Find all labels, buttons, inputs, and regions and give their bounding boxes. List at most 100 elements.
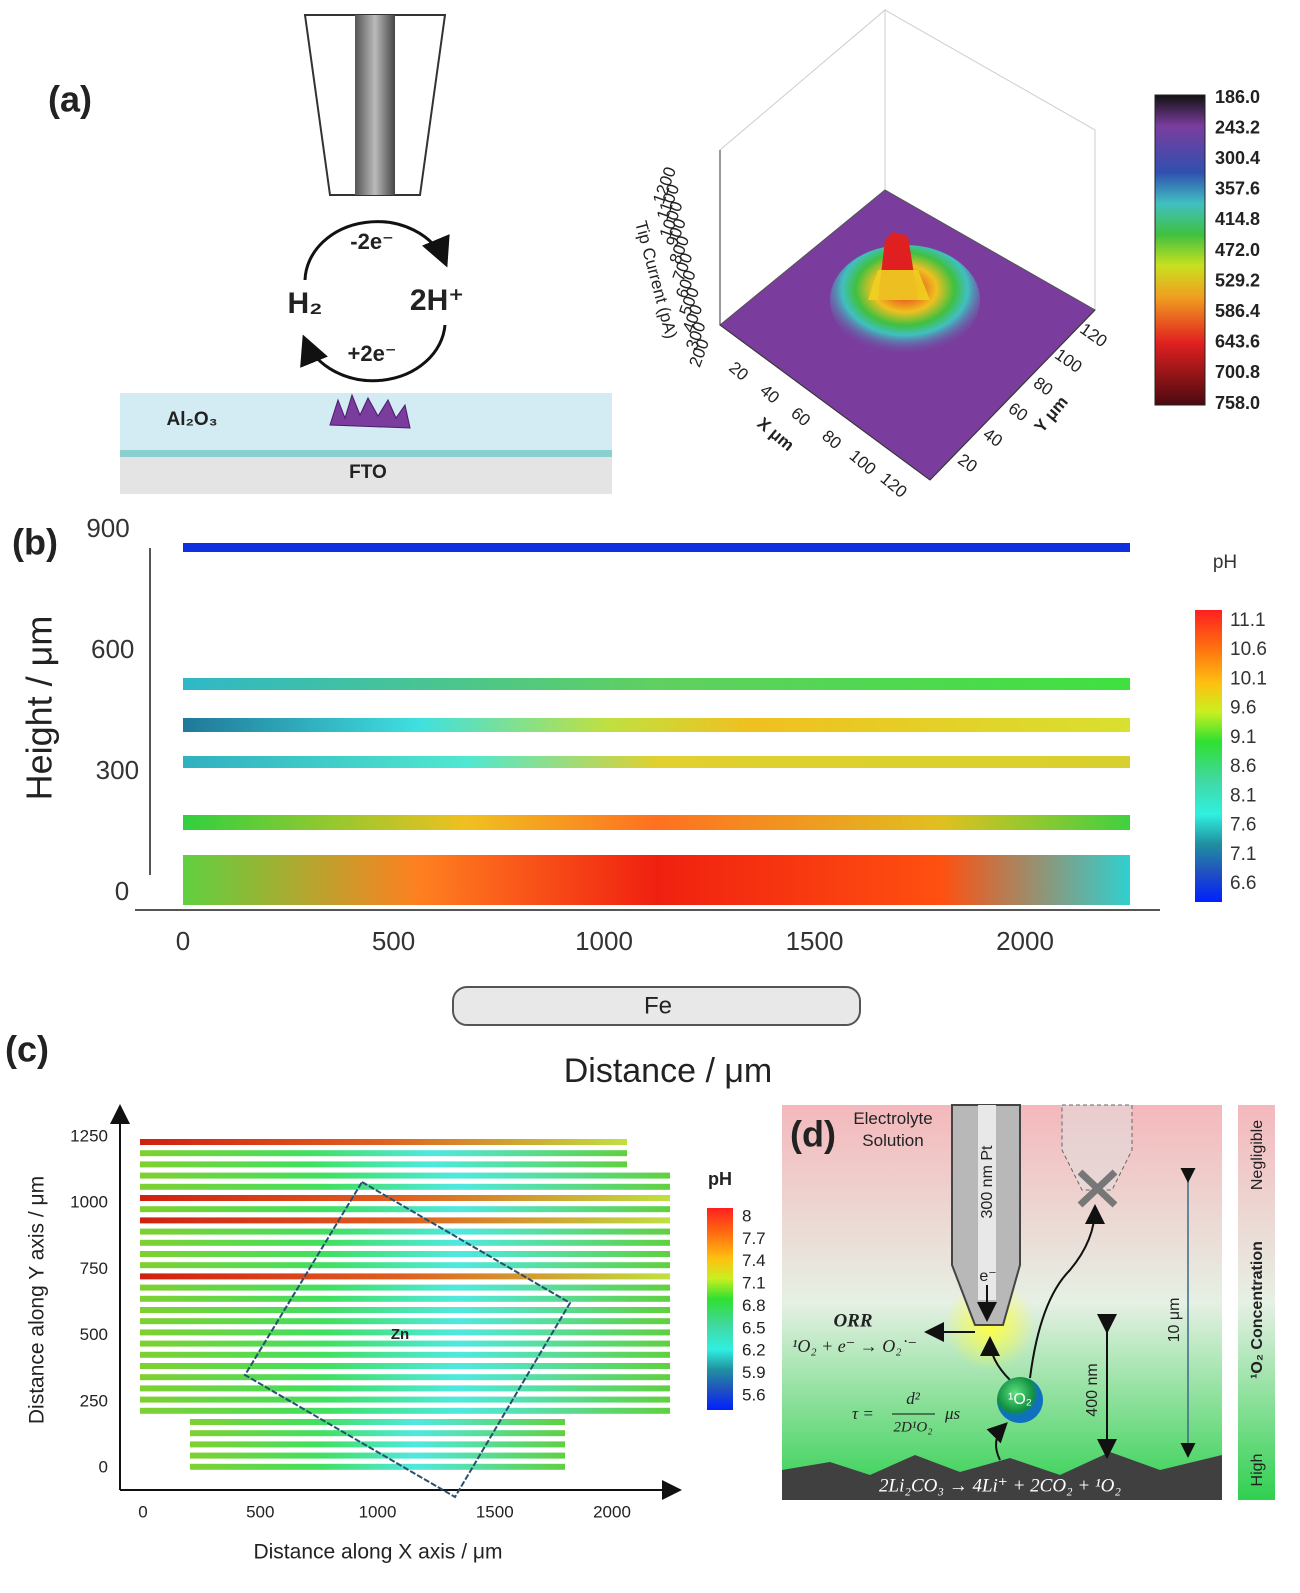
colorbar-tick-label: 6.2	[742, 1341, 766, 1360]
stripe	[140, 1385, 670, 1392]
fto-layer	[120, 457, 612, 494]
near-distance: 400 nm	[1084, 1363, 1101, 1416]
x-tick-label: 2000	[996, 926, 1054, 956]
y-tick-label: 600	[91, 634, 134, 664]
species-label: ¹O₂	[1008, 1391, 1032, 1408]
stripe	[140, 1217, 670, 1224]
colorbar-tick-label: 6.8	[742, 1296, 766, 1315]
far-distance: 10 μm	[1166, 1298, 1183, 1343]
cross	[1077, 1169, 1118, 1208]
stripe	[140, 1206, 670, 1213]
layer-label: Al₂O₃	[166, 409, 217, 430]
sample-label: Fe	[644, 992, 672, 1019]
stripe	[140, 1284, 670, 1291]
lifetime-denominator: 2D¹O₂	[894, 1419, 933, 1435]
tip-wire	[355, 15, 395, 195]
x-tick-label: 1500	[476, 1502, 514, 1521]
stripe	[183, 543, 1130, 552]
scale-bar	[1238, 1105, 1275, 1500]
x-tick-label: 500	[372, 926, 415, 956]
stripe	[183, 815, 1130, 830]
lifetime-unit: μs	[944, 1404, 961, 1423]
colorbar-tick-label: 9.6	[1230, 698, 1256, 719]
stripe	[140, 1150, 627, 1157]
particle	[329, 393, 411, 429]
arrow	[1029, 1204, 1105, 1379]
x-tick-label: 500	[246, 1502, 274, 1521]
y-axis-label: Distance along Y axis / μm	[26, 1176, 49, 1424]
x-axis-label: Distance along X axis / μm	[253, 1541, 502, 1564]
stripe	[190, 1441, 565, 1448]
y-tick-label: 1250	[70, 1126, 108, 1145]
colorbar-tick-label: 9.1	[1230, 727, 1256, 748]
panel-label: (c)	[5, 1029, 49, 1070]
colorbar-tick-label: 586.4	[1215, 301, 1260, 321]
stripe	[140, 1139, 627, 1145]
x-tick-label: 20	[725, 358, 752, 385]
y-tick-label: 300	[96, 755, 139, 785]
colorbar-tick-label: 7.1	[1230, 844, 1256, 865]
stripe	[140, 1374, 670, 1381]
stripe	[190, 1430, 565, 1437]
axis	[929, 309, 1096, 481]
x-tick-label: 60	[787, 403, 814, 430]
colorbar-tick-label: 5.9	[742, 1363, 766, 1382]
pt-wire	[978, 1105, 996, 1300]
colorbar-tick-label: 7.7	[742, 1229, 766, 1248]
stripe	[140, 1363, 670, 1369]
colorbar-tick-label: 8.6	[1230, 756, 1256, 777]
colorbar-tick-label: 7.1	[742, 1274, 766, 1293]
y-tick-label: 60	[1005, 399, 1031, 425]
stripe	[140, 1340, 670, 1347]
colorbar	[1195, 610, 1222, 902]
y-tick-label: 500	[80, 1325, 108, 1344]
x-tick-label: 40	[756, 381, 783, 408]
colorbar-title: pH	[708, 1169, 732, 1189]
y-tick-label: 0	[99, 1457, 108, 1476]
oxidation-label: -2e⁻	[350, 229, 393, 254]
stripe	[140, 1228, 670, 1235]
product: 2H⁺	[410, 284, 464, 317]
y-tick-label: 0	[115, 876, 129, 906]
panel-label: (b)	[12, 522, 58, 563]
stripe	[183, 756, 1130, 768]
sample-label: Zn	[391, 1326, 409, 1343]
colorbar-tick-label: 700.8	[1215, 362, 1260, 382]
ghost-tip	[1061, 1104, 1133, 1191]
stripe	[140, 1251, 670, 1257]
x-tick-label: 120	[877, 469, 911, 502]
colorbar-tick-label: 357.6	[1215, 179, 1260, 199]
orr-equation: ¹O₂ + e⁻ → O₂˙⁻	[792, 1336, 917, 1356]
medium-label: Electrolyte Solution	[853, 1109, 933, 1150]
colorbar-tick-label: 10.6	[1230, 639, 1267, 660]
x-tick-label: 1000	[575, 926, 633, 956]
stripe	[183, 678, 1130, 690]
stripe	[140, 1183, 670, 1190]
lifetime-lhs: τ =	[852, 1404, 874, 1423]
singlet-oxygen	[997, 1377, 1043, 1423]
stripe	[183, 855, 1130, 905]
stripe	[140, 1351, 670, 1358]
colorbar-tick-label: 6.5	[742, 1318, 766, 1337]
colorbar-tick-label: 758.0	[1215, 393, 1260, 413]
stripe	[140, 1307, 670, 1313]
reduction-label: +2e⁻	[348, 341, 397, 366]
tip-label: 300 nm Pt	[979, 1145, 996, 1218]
stripe	[140, 1318, 670, 1325]
stripe	[140, 1161, 627, 1168]
colorbar-tick-label: 6.6	[1230, 873, 1256, 894]
stripe	[140, 1295, 670, 1302]
stripe	[140, 1195, 670, 1201]
colorbar	[707, 1208, 733, 1410]
y-tick-label: 750	[80, 1259, 108, 1278]
scale-middle: ¹O₂ Concentration	[1249, 1241, 1266, 1379]
reactant: H₂	[288, 287, 323, 320]
y-tick-label: 20	[954, 450, 980, 476]
colorbar-tick-label: 10.1	[1230, 668, 1267, 689]
y-tick-label: 1000	[70, 1193, 108, 1212]
colorbar-title: pH	[1213, 552, 1237, 573]
sample-outline	[243, 1180, 572, 1499]
scale-top: Negligible	[1249, 1120, 1266, 1190]
arrow	[303, 220, 450, 281]
